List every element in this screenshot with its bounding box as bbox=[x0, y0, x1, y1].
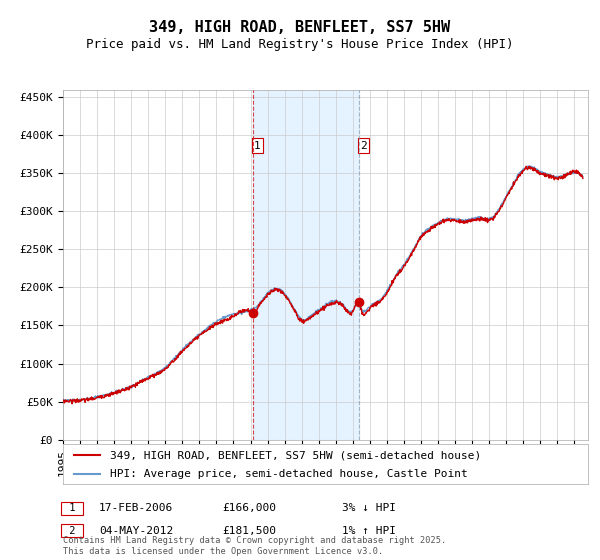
Text: Contains HM Land Registry data © Crown copyright and database right 2025.
This d: Contains HM Land Registry data © Crown c… bbox=[63, 536, 446, 556]
Text: 3% ↓ HPI: 3% ↓ HPI bbox=[342, 503, 396, 514]
Text: 17-FEB-2006: 17-FEB-2006 bbox=[99, 503, 173, 514]
Text: HPI: Average price, semi-detached house, Castle Point: HPI: Average price, semi-detached house,… bbox=[110, 469, 468, 479]
Text: 04-MAY-2012: 04-MAY-2012 bbox=[99, 526, 173, 536]
Text: 349, HIGH ROAD, BENFLEET, SS7 5HW: 349, HIGH ROAD, BENFLEET, SS7 5HW bbox=[149, 20, 451, 35]
Text: Price paid vs. HM Land Registry's House Price Index (HPI): Price paid vs. HM Land Registry's House … bbox=[86, 38, 514, 51]
Text: 349, HIGH ROAD, BENFLEET, SS7 5HW (semi-detached house): 349, HIGH ROAD, BENFLEET, SS7 5HW (semi-… bbox=[110, 450, 482, 460]
Text: 1: 1 bbox=[254, 141, 260, 151]
Bar bbox=[253, 90, 359, 440]
Text: 2: 2 bbox=[63, 526, 82, 536]
Text: 1% ↑ HPI: 1% ↑ HPI bbox=[342, 526, 396, 536]
Text: £166,000: £166,000 bbox=[222, 503, 276, 514]
Text: £181,500: £181,500 bbox=[222, 526, 276, 536]
Text: 1: 1 bbox=[63, 503, 82, 514]
Text: 2: 2 bbox=[360, 141, 367, 151]
